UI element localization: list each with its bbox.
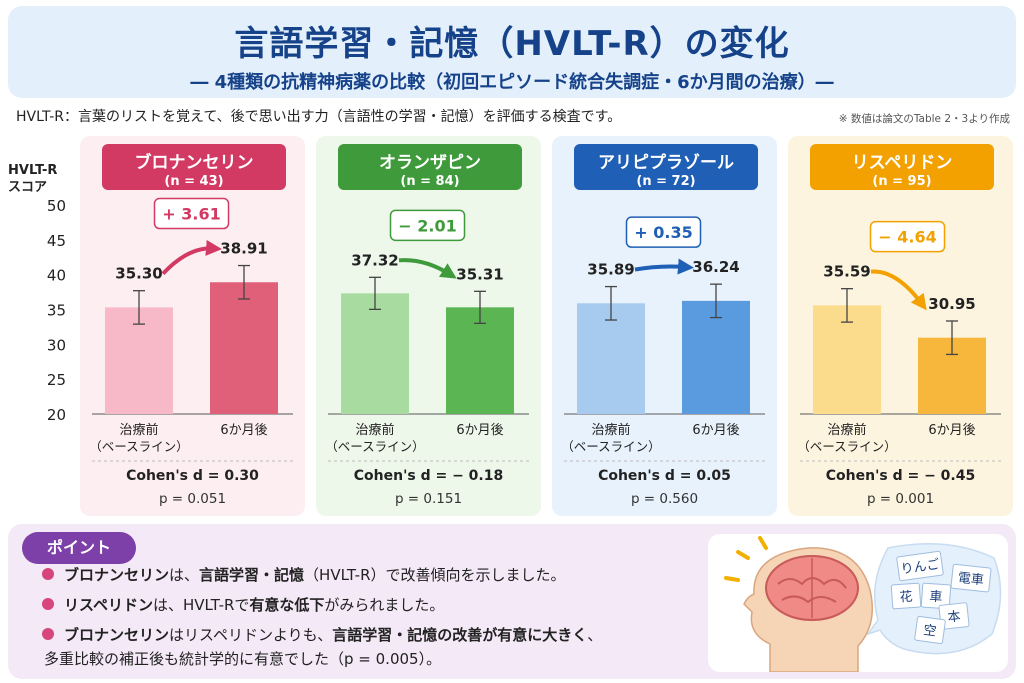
y-axis-label: HVLT-R スコア: [8, 163, 58, 195]
y-tick-label: 35: [47, 302, 66, 320]
y-tick-label: 40: [47, 267, 66, 285]
y-tick-label: 45: [47, 232, 66, 250]
p-value-risperidone: p = 0.001: [866, 491, 935, 507]
cohen-d-risperidone: Cohen's d = − 0.45: [825, 468, 976, 484]
word-card: 本: [947, 609, 962, 625]
brain-icon: [765, 555, 859, 621]
bullet-icon: [42, 598, 54, 610]
brain-memory-illustration: りんご 電車 花 車 本 空: [708, 534, 1008, 673]
y-tick-label: 30: [47, 336, 66, 354]
source-note: ※ 数値は論文のTable 2・3より作成: [838, 113, 1010, 125]
cohen-d-blonanserin: Cohen's d = 0.30: [126, 468, 259, 484]
bullet-icon: [42, 568, 54, 580]
page-title: 言語学習・記憶（HVLT-R）の変化: [234, 24, 790, 64]
cohen-d-olanzapine: Cohen's d = − 0.18: [353, 468, 504, 484]
p-value-aripiprazole: p = 0.560: [630, 491, 699, 507]
drug-badge-aripiprazole: アリピプラゾール (n = 72): [574, 144, 758, 190]
cohen-d-aripiprazole: Cohen's d = 0.05: [598, 468, 731, 484]
point-item-1: ブロナンセリンは、言語学習・記憶（HVLT-R）で改善傾向を示しました。: [42, 564, 566, 585]
word-card: 花: [899, 589, 913, 606]
word-card: 電車: [957, 571, 984, 589]
drug-badge-blonanserin: ブロナンセリン (n = 43): [102, 144, 286, 190]
y-tick-label: 25: [47, 371, 66, 389]
p-value-olanzapine: p = 0.151: [394, 491, 463, 507]
y-tick-label: 50: [47, 197, 66, 215]
y-tick-label: 20: [47, 406, 66, 424]
panel-risperidone: リスペリドン (n = 95) Cohen's d = − 0.45 p = 0…: [788, 136, 1013, 516]
page-subtitle: ― 4種類の抗精神病薬の比較（初回エピソード統合失調症・6か月間の治療）―: [190, 72, 834, 93]
panel-blonanserin: ブロナンセリン (n = 43) Cohen's d = 0.30 p = 0.…: [80, 136, 305, 516]
title-banner: 言語学習・記憶（HVLT-R）の変化 ― 4種類の抗精神病薬の比較（初回エピソー…: [8, 6, 1016, 98]
panel-aripiprazole: アリピプラゾール (n = 72) Cohen's d = 0.05 p = 0…: [552, 136, 777, 516]
bullet-icon: [42, 628, 54, 640]
point-item-3: ブロナンセリンはリスペリドンよりも、言語学習・記憶の改善が有意に大きく、: [42, 624, 602, 645]
point-item-2: リスペリドンは、HVLT-Rで有意な低下がみられました。: [42, 594, 444, 615]
point-item-3-line2: 多重比較の補正後も統計学的に有意でした（p = 0.005）。: [44, 650, 442, 668]
word-card: 空: [922, 623, 937, 640]
drug-badge-risperidone: リスペリドン (n = 95): [810, 144, 994, 190]
word-card: 車: [929, 590, 943, 606]
p-value-blonanserin: p = 0.051: [158, 491, 227, 507]
points-badge: ポイント: [22, 532, 136, 564]
panel-olanzapine: オランザピン (n = 84) Cohen's d = − 0.18 p = 0…: [316, 136, 541, 516]
test-description: HVLT-R：言葉のリストを覚えて、後で思い出す力（言語性の学習・記憶）を評価す…: [16, 109, 622, 125]
word-card: りんご: [900, 556, 941, 577]
sparkle-icon: [724, 536, 768, 582]
drug-badge-olanzapine: オランザピン (n = 84): [338, 144, 522, 190]
